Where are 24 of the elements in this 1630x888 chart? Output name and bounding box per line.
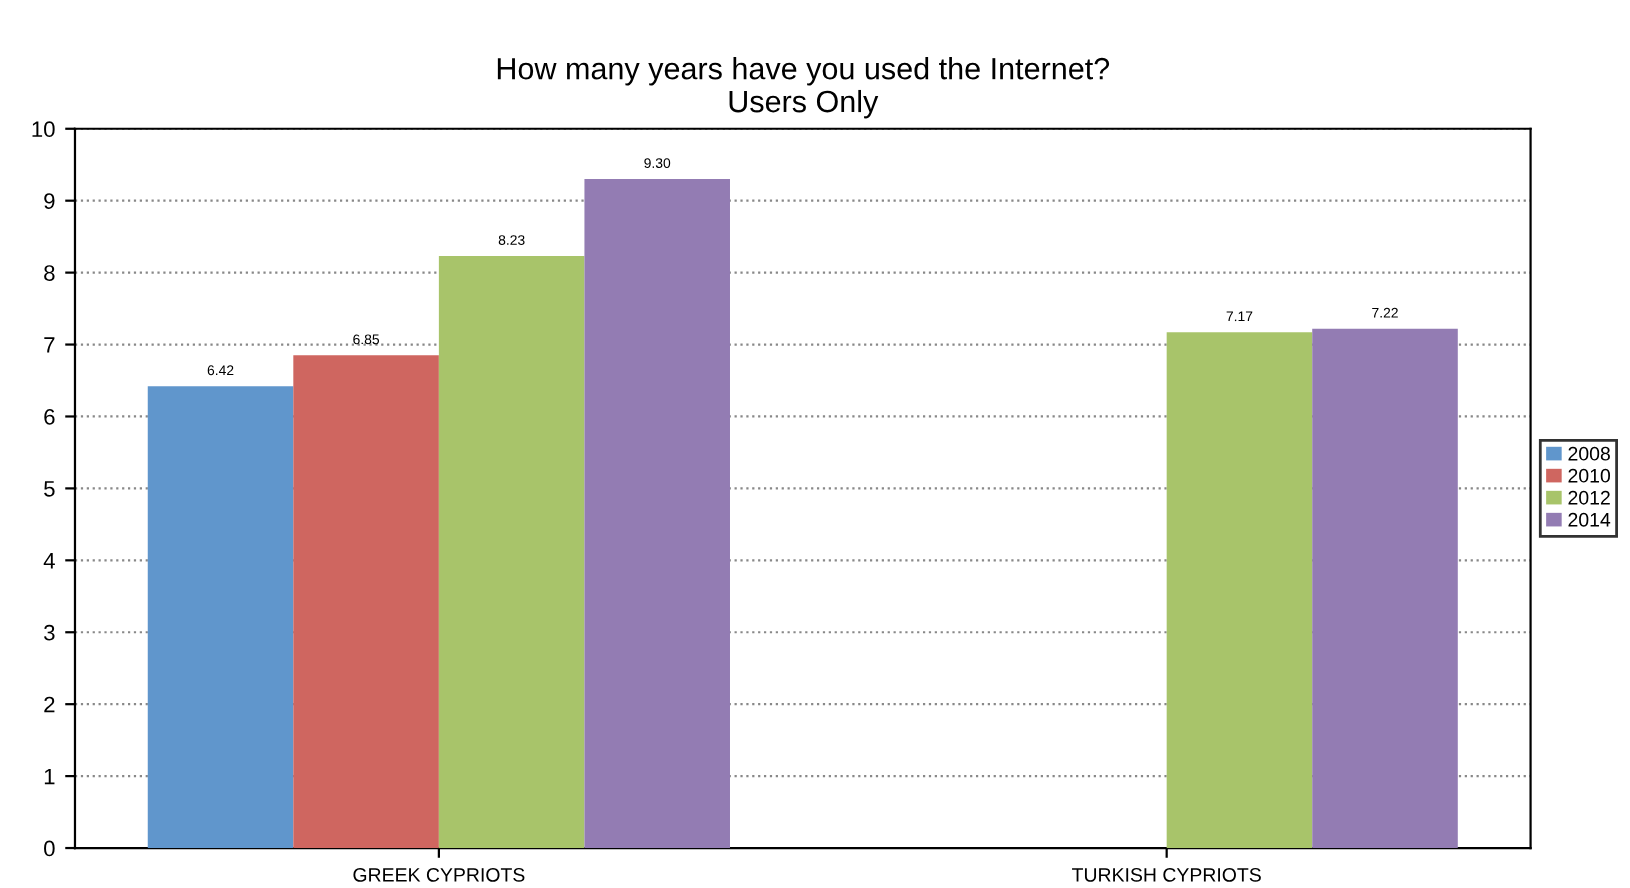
chart-title: How many years have you used the Internet? Users Only bbox=[497, 57, 1110, 119]
legend-label: 2010 bbox=[1568, 468, 1611, 483]
bar bbox=[438, 256, 585, 849]
x-tick-label: TURKISH CYPRIOTS bbox=[1072, 868, 1261, 882]
bar bbox=[1166, 332, 1313, 849]
y-tick-label: 1 bbox=[44, 768, 55, 785]
bar bbox=[293, 355, 439, 849]
y-tick-label: 9 bbox=[44, 193, 55, 209]
legend-label: 2008 bbox=[1568, 446, 1610, 461]
y-tick-label: 5 bbox=[44, 481, 55, 497]
y-tick-label: 3 bbox=[44, 624, 55, 641]
legend-label: 2014 bbox=[1568, 512, 1611, 527]
bar bbox=[147, 386, 294, 849]
bar bbox=[584, 179, 730, 849]
y-tick-label: 10 bbox=[32, 121, 55, 138]
bar bbox=[1312, 328, 1458, 849]
y-tick-label: 8 bbox=[44, 265, 55, 281]
y-tick-label: 4 bbox=[43, 553, 55, 569]
legend-label: 2012 bbox=[1568, 490, 1610, 505]
y-tick-label: 2 bbox=[44, 696, 55, 713]
y-tick-label: 6 bbox=[44, 409, 55, 425]
y-tick-label: 7 bbox=[44, 337, 55, 353]
y-tick-label: 0 bbox=[44, 840, 55, 857]
x-tick-label: GREEK CYPRIOTS bbox=[353, 868, 525, 882]
